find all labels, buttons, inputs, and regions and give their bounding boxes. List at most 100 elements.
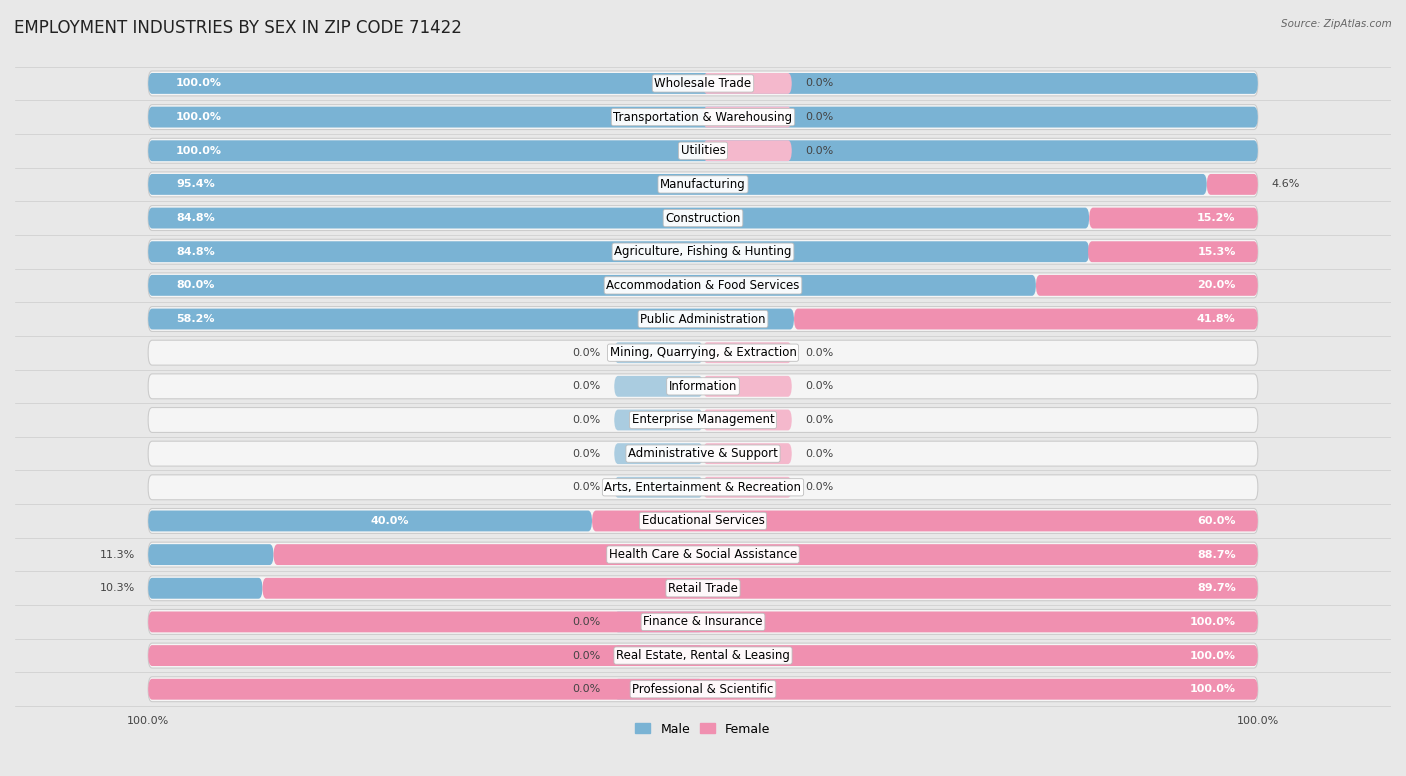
- FancyBboxPatch shape: [148, 239, 1258, 264]
- Text: 0.0%: 0.0%: [806, 449, 834, 459]
- FancyBboxPatch shape: [1036, 275, 1258, 296]
- FancyBboxPatch shape: [614, 443, 703, 464]
- Text: 84.8%: 84.8%: [176, 213, 215, 223]
- FancyBboxPatch shape: [614, 342, 703, 363]
- FancyBboxPatch shape: [148, 71, 1258, 96]
- Text: 4.6%: 4.6%: [1271, 179, 1299, 189]
- Text: 0.0%: 0.0%: [806, 146, 834, 156]
- FancyBboxPatch shape: [148, 241, 1090, 262]
- FancyBboxPatch shape: [703, 73, 792, 94]
- Text: EMPLOYMENT INDUSTRIES BY SEX IN ZIP CODE 71422: EMPLOYMENT INDUSTRIES BY SEX IN ZIP CODE…: [14, 19, 463, 37]
- FancyBboxPatch shape: [703, 342, 792, 363]
- FancyBboxPatch shape: [148, 138, 1258, 163]
- FancyBboxPatch shape: [148, 645, 1258, 666]
- FancyBboxPatch shape: [703, 477, 792, 497]
- Text: 0.0%: 0.0%: [806, 381, 834, 391]
- Text: Professional & Scientific: Professional & Scientific: [633, 683, 773, 696]
- FancyBboxPatch shape: [148, 475, 1258, 500]
- Text: Administrative & Support: Administrative & Support: [628, 447, 778, 460]
- FancyBboxPatch shape: [148, 407, 1258, 432]
- Text: 100.0%: 100.0%: [176, 146, 222, 156]
- FancyBboxPatch shape: [148, 508, 1258, 533]
- FancyBboxPatch shape: [703, 140, 792, 161]
- Text: 40.0%: 40.0%: [370, 516, 409, 526]
- FancyBboxPatch shape: [148, 578, 263, 599]
- FancyBboxPatch shape: [592, 511, 1258, 532]
- Text: 0.0%: 0.0%: [806, 112, 834, 122]
- FancyBboxPatch shape: [703, 376, 792, 397]
- FancyBboxPatch shape: [148, 309, 794, 330]
- Text: 100.0%: 100.0%: [1189, 650, 1236, 660]
- Text: 0.0%: 0.0%: [806, 78, 834, 88]
- Text: 15.2%: 15.2%: [1197, 213, 1236, 223]
- FancyBboxPatch shape: [148, 544, 274, 565]
- Text: 0.0%: 0.0%: [572, 684, 600, 695]
- Text: Accommodation & Food Services: Accommodation & Food Services: [606, 279, 800, 292]
- Text: 58.2%: 58.2%: [176, 314, 214, 324]
- FancyBboxPatch shape: [614, 376, 703, 397]
- Text: 0.0%: 0.0%: [572, 348, 600, 358]
- Text: Enterprise Management: Enterprise Management: [631, 414, 775, 427]
- Text: Wholesale Trade: Wholesale Trade: [654, 77, 752, 90]
- FancyBboxPatch shape: [614, 477, 703, 497]
- FancyBboxPatch shape: [614, 611, 703, 632]
- FancyBboxPatch shape: [1206, 174, 1258, 195]
- Text: 0.0%: 0.0%: [806, 483, 834, 492]
- Text: Source: ZipAtlas.com: Source: ZipAtlas.com: [1281, 19, 1392, 29]
- FancyBboxPatch shape: [148, 542, 1258, 567]
- Text: Information: Information: [669, 379, 737, 393]
- Text: 88.7%: 88.7%: [1197, 549, 1236, 559]
- FancyBboxPatch shape: [148, 105, 1258, 130]
- Text: 95.4%: 95.4%: [176, 179, 215, 189]
- FancyBboxPatch shape: [794, 309, 1258, 330]
- FancyBboxPatch shape: [263, 578, 1258, 599]
- FancyBboxPatch shape: [148, 340, 1258, 365]
- Text: 100.0%: 100.0%: [176, 112, 222, 122]
- FancyBboxPatch shape: [148, 273, 1258, 298]
- FancyBboxPatch shape: [148, 609, 1258, 634]
- Text: 0.0%: 0.0%: [572, 381, 600, 391]
- Text: Public Administration: Public Administration: [640, 313, 766, 325]
- FancyBboxPatch shape: [703, 410, 792, 431]
- FancyBboxPatch shape: [148, 174, 1206, 195]
- Text: Manufacturing: Manufacturing: [661, 178, 745, 191]
- FancyBboxPatch shape: [148, 307, 1258, 331]
- Text: Construction: Construction: [665, 212, 741, 224]
- Text: Mining, Quarrying, & Extraction: Mining, Quarrying, & Extraction: [610, 346, 796, 359]
- FancyBboxPatch shape: [148, 208, 1090, 228]
- Text: 0.0%: 0.0%: [572, 415, 600, 425]
- Text: 20.0%: 20.0%: [1198, 280, 1236, 290]
- Text: Health Care & Social Assistance: Health Care & Social Assistance: [609, 548, 797, 561]
- Text: 89.7%: 89.7%: [1197, 584, 1236, 594]
- Text: 100.0%: 100.0%: [1189, 617, 1236, 627]
- Text: 100.0%: 100.0%: [176, 78, 222, 88]
- Text: Arts, Entertainment & Recreation: Arts, Entertainment & Recreation: [605, 481, 801, 494]
- FancyBboxPatch shape: [148, 576, 1258, 601]
- Text: 0.0%: 0.0%: [572, 617, 600, 627]
- FancyBboxPatch shape: [148, 172, 1258, 197]
- FancyBboxPatch shape: [148, 611, 1258, 632]
- FancyBboxPatch shape: [148, 374, 1258, 399]
- Text: 80.0%: 80.0%: [176, 280, 214, 290]
- FancyBboxPatch shape: [148, 643, 1258, 668]
- FancyBboxPatch shape: [614, 410, 703, 431]
- Text: 11.3%: 11.3%: [100, 549, 135, 559]
- Text: 0.0%: 0.0%: [572, 650, 600, 660]
- FancyBboxPatch shape: [148, 206, 1258, 230]
- FancyBboxPatch shape: [148, 106, 1258, 127]
- FancyBboxPatch shape: [703, 443, 792, 464]
- Text: Finance & Insurance: Finance & Insurance: [644, 615, 762, 629]
- FancyBboxPatch shape: [148, 677, 1258, 702]
- Text: 0.0%: 0.0%: [806, 415, 834, 425]
- Text: Educational Services: Educational Services: [641, 514, 765, 528]
- Text: 10.3%: 10.3%: [100, 584, 135, 594]
- Text: Agriculture, Fishing & Hunting: Agriculture, Fishing & Hunting: [614, 245, 792, 258]
- FancyBboxPatch shape: [148, 679, 1258, 700]
- Text: 0.0%: 0.0%: [806, 348, 834, 358]
- FancyBboxPatch shape: [703, 106, 792, 127]
- Legend: Male, Female: Male, Female: [630, 718, 776, 740]
- Text: 15.3%: 15.3%: [1198, 247, 1236, 257]
- Text: 84.8%: 84.8%: [176, 247, 215, 257]
- Text: 0.0%: 0.0%: [572, 483, 600, 492]
- Text: Utilities: Utilities: [681, 144, 725, 158]
